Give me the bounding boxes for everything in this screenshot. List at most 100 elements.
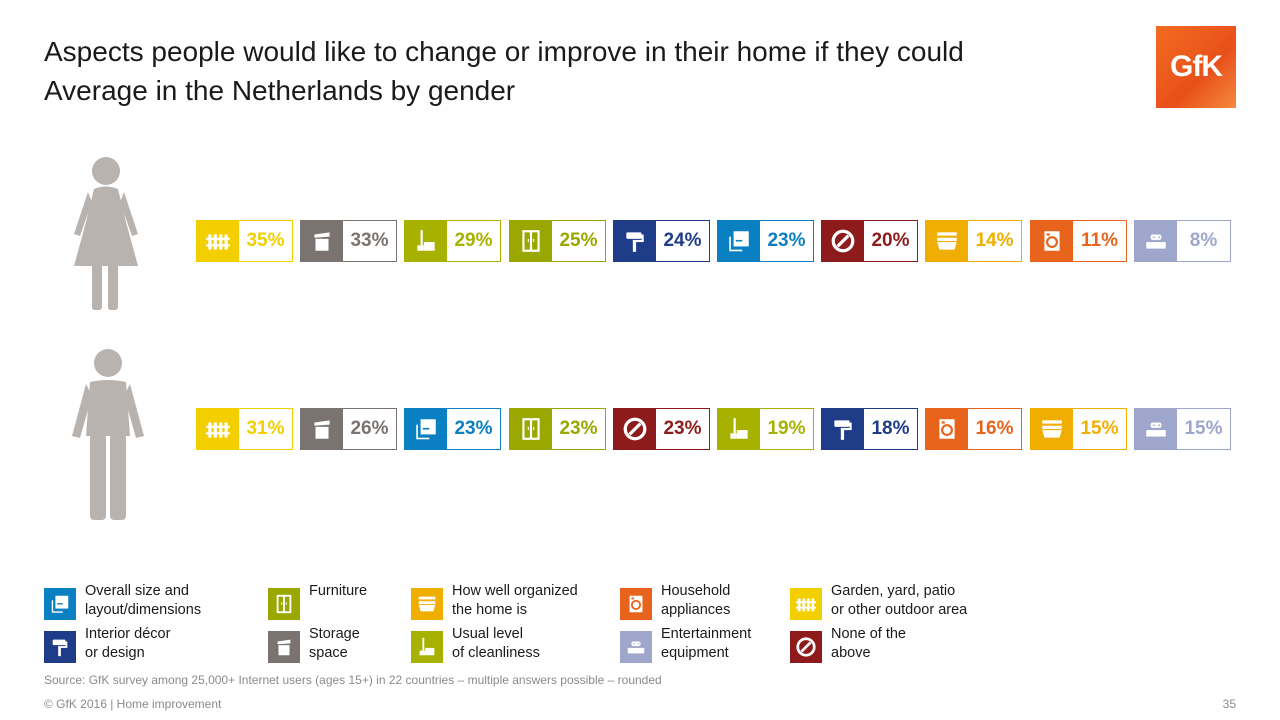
mop-bucket-icon (419, 637, 435, 656)
tile-icon-box (405, 221, 447, 261)
legend-label: Storage space (309, 625, 360, 663)
legend-label-line2: equipment (661, 645, 729, 661)
tile-icon-box (405, 409, 447, 449)
legend-icon-box (790, 588, 822, 620)
tile-icon-box (926, 221, 968, 261)
legend-label-line1: Household (661, 583, 731, 599)
tile-icon-box (718, 409, 760, 449)
value-tile-appliances: 16% (925, 408, 1022, 450)
tile-icon-box (718, 221, 760, 261)
tile-icon-box (1135, 221, 1177, 261)
legend-label: Furniture (309, 582, 367, 601)
legend-label-line2: above (831, 645, 871, 661)
tile-value: 15% (1080, 418, 1119, 439)
tile-icon-box (1031, 221, 1073, 261)
legend-icon-box (620, 588, 652, 620)
tile-value: 23% (767, 230, 806, 251)
tile-icon-box (614, 221, 656, 261)
legend-label: Household appliances (661, 582, 730, 620)
game-console-icon (627, 641, 645, 654)
value-tile-garden: 31% (196, 408, 293, 450)
title-line-2: Average in the Netherlands by gender (44, 75, 516, 106)
tile-value: 35% (246, 230, 285, 251)
tile-value: 23% (559, 418, 598, 439)
legend-label-line1: Entertainment (661, 626, 752, 642)
legend-label: Garden, yard, patio or other outdoor area (831, 582, 967, 620)
tile-value: 33% (350, 230, 389, 251)
tile-icon-box (1031, 409, 1073, 449)
value-tile-none: 23% (613, 408, 710, 450)
drawer-icon (418, 596, 436, 612)
legend-label: None of the above (831, 625, 906, 663)
legend-label-line1: Storage (309, 626, 360, 642)
tile-icon-box (510, 409, 552, 449)
legend-label-line1: Interior décor (85, 626, 171, 642)
legend-label: How well organized the home is (452, 582, 578, 620)
value-tile-storage: 33% (300, 220, 397, 262)
legend-icon-box (620, 631, 652, 663)
legend-label: Overall size and layout/dimensions (85, 582, 201, 620)
floor-plan-icon (729, 231, 749, 252)
legend-label-line1: None of the (831, 626, 906, 642)
value-tile-garden: 35% (196, 220, 293, 262)
value-tile-cleanliness: 19% (717, 408, 814, 450)
value-tile-size: 23% (404, 408, 501, 450)
tile-value: 24% (663, 230, 702, 251)
drawer-icon (937, 232, 957, 250)
value-tile-furniture: 25% (509, 220, 606, 262)
tile-icon-box (1135, 409, 1177, 449)
tile-icon-box (926, 409, 968, 449)
no-entry-icon (623, 417, 647, 441)
value-tile-size: 23% (717, 220, 814, 262)
fence-icon (206, 422, 230, 438)
game-console-icon (1146, 234, 1166, 249)
tile-value: 23% (663, 418, 702, 439)
male-figure-icon (72, 349, 144, 520)
game-console-icon (1146, 422, 1166, 437)
wardrobe-icon (522, 230, 540, 252)
storage-box-icon (314, 420, 330, 439)
value-tile-none: 20% (821, 220, 918, 262)
legend-icon-box (44, 588, 76, 620)
female-row: 35% 33% 29% 25% 24% 23% 20% 14% 11% 8% (196, 220, 1236, 264)
male-row: 31% 26% 23% 23% 23% 19% 18% 16% 15% 15% (196, 408, 1236, 452)
value-tile-organized: 14% (925, 220, 1022, 262)
tile-value: 11% (1081, 230, 1118, 251)
tile-icon-box (614, 409, 656, 449)
title-line-1: Aspects people would like to change or i… (44, 36, 964, 67)
paint-roller-icon (626, 232, 644, 252)
value-tile-furniture: 23% (509, 408, 606, 450)
no-entry-icon (831, 229, 855, 253)
washing-machine-icon (1044, 231, 1060, 251)
legend-label-line2: space (309, 645, 348, 661)
tile-value: 29% (454, 230, 493, 251)
paint-roller-icon (52, 639, 68, 657)
drawer-icon (1042, 420, 1062, 438)
tile-value: 26% (350, 418, 389, 439)
fence-icon (795, 598, 817, 612)
tile-value: 20% (871, 230, 910, 251)
tile-value: 31% (246, 418, 285, 439)
tile-icon-box (197, 221, 239, 261)
legend-label-line2: or design (85, 645, 145, 661)
legend-label: Interior décor or design (85, 625, 170, 663)
legend-label-line2: layout/dimensions (85, 602, 202, 618)
fence-icon (206, 234, 230, 250)
page-number: 35 (1222, 697, 1236, 711)
legend-icon-box (411, 588, 443, 620)
value-tile-appliances: 11% (1030, 220, 1127, 262)
washing-machine-icon (939, 419, 955, 439)
value-tile-decor: 24% (613, 220, 710, 262)
legend-icon-box (411, 631, 443, 663)
female-figure-icon (74, 157, 138, 310)
paint-roller-icon (834, 420, 852, 440)
tile-icon-box (822, 409, 864, 449)
floor-plan-icon (51, 595, 69, 613)
legend-label: Entertainment equipment (661, 625, 751, 663)
tile-icon-box (822, 221, 864, 261)
tile-value: 14% (975, 230, 1014, 251)
value-tile-decor: 18% (821, 408, 918, 450)
tile-value: 18% (871, 418, 910, 439)
logo-text: GfK (1170, 50, 1223, 83)
tile-value: 15% (1184, 418, 1223, 439)
